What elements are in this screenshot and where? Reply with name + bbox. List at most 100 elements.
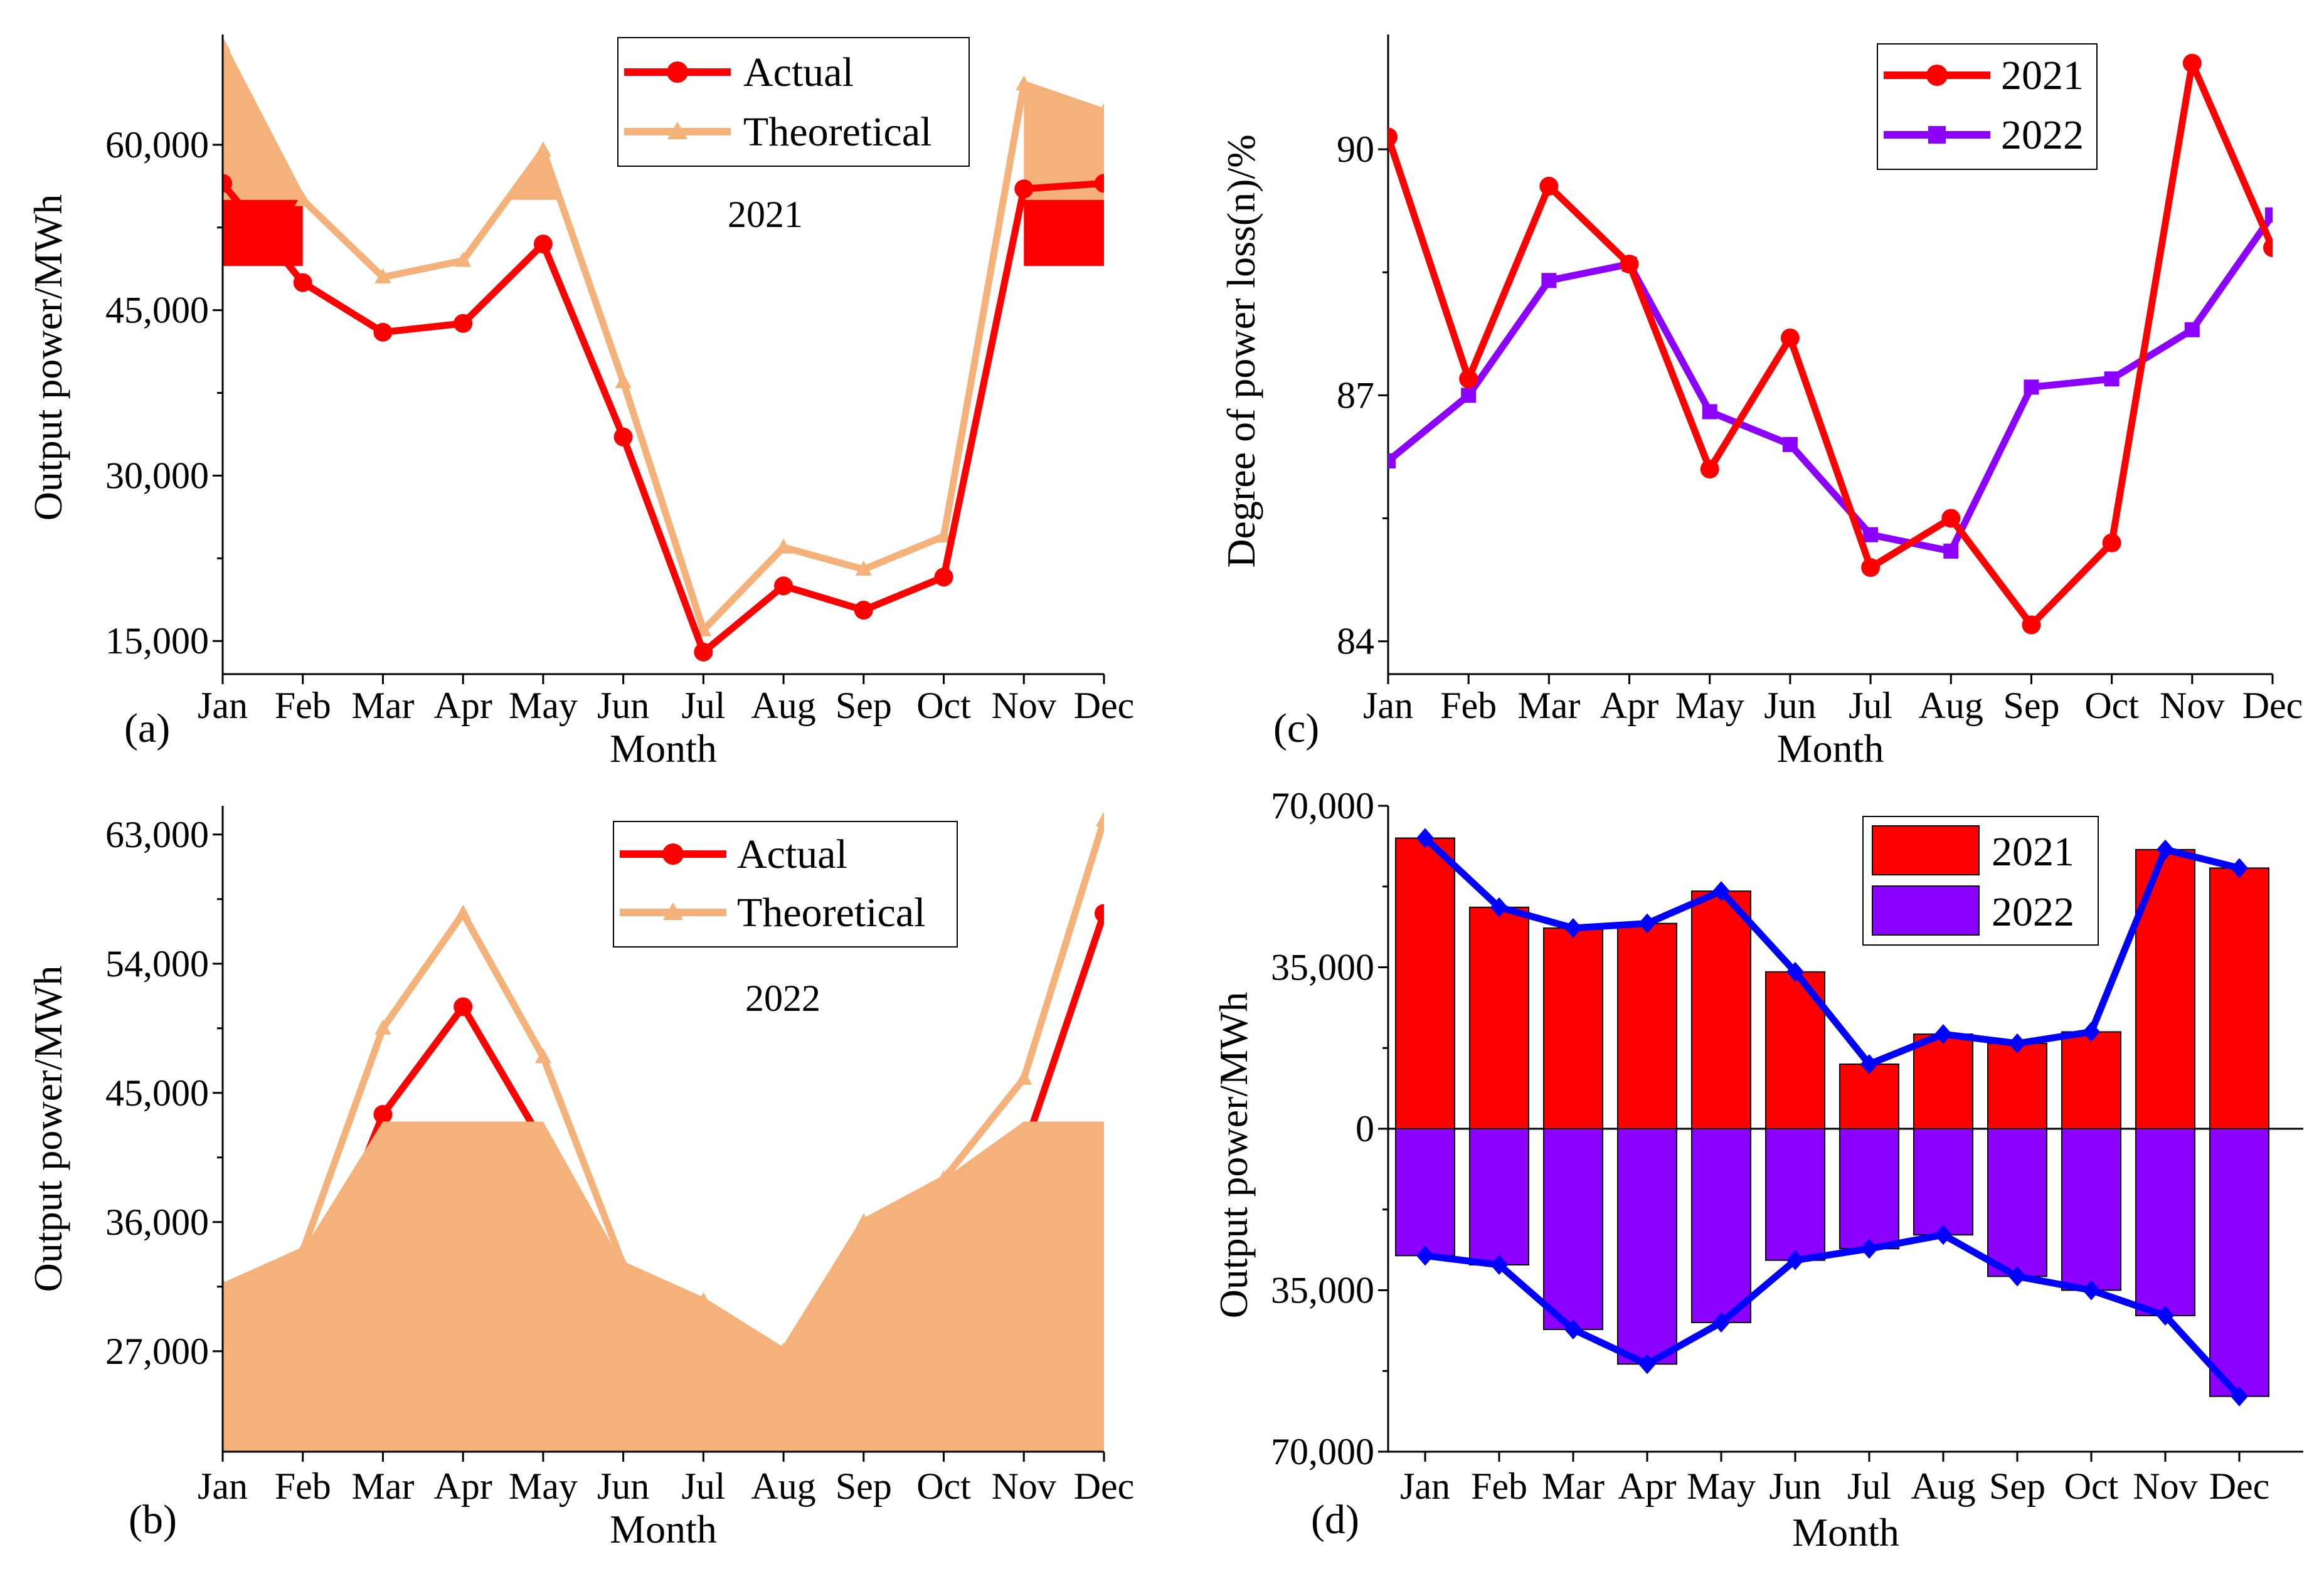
panel-a-theoretical-point-jun xyxy=(615,372,632,388)
panel-a-label: (a) xyxy=(124,705,170,751)
panel-d-bar-2022-feb xyxy=(1469,1128,1529,1266)
panel-d-x-tick-label-jul: Jul xyxy=(1847,1465,1891,1507)
panel-c-series-2022-line xyxy=(1388,213,2273,555)
panel-b-legend-box xyxy=(613,821,958,948)
panel-c-x-tick-label-jul: Jul xyxy=(1849,685,1892,726)
panel-c-y-tick-label: 87 xyxy=(1337,374,1374,416)
panel-d-trend-2021-line xyxy=(1423,835,2241,1068)
panel-c-series-2022-point-sep xyxy=(2024,379,2039,395)
panel-b-year-annotation: 2022 xyxy=(745,978,820,1019)
panel-d-bar-2021-feb xyxy=(1469,906,1529,1130)
panel-d-trend-2021-point-nov xyxy=(2157,839,2174,860)
panel-a-x-tick-label-sep: Sep xyxy=(836,685,892,726)
panel-c-x-tick-label-dec: Dec xyxy=(2242,685,2303,726)
panel-c-x-tick-label-nov: Nov xyxy=(2160,685,2224,726)
panel-c-x-tick-label-apr: Apr xyxy=(1600,685,1658,726)
panel-d-trend-2022-line xyxy=(1425,1231,2242,1399)
panel-a-theoretical-line xyxy=(223,44,1104,634)
panel-c-series-2021-point-mar xyxy=(1539,176,1559,196)
panel-b-x-tick-label-dec: Dec xyxy=(1074,1465,1135,1507)
panel-d-x-tick-label-feb: Feb xyxy=(1471,1465,1527,1507)
panel-b-x-tick-label-may: May xyxy=(509,1465,578,1507)
panel-b-y-tick-label: 63,000 xyxy=(105,814,209,855)
panel-b-theoretical-point-apr xyxy=(455,904,472,920)
panel-d-x-tick-label-oct: Oct xyxy=(2064,1465,2119,1507)
panel-b-y-tick-label: 54,000 xyxy=(105,943,209,985)
panel-b-legend-actual-marker xyxy=(662,843,684,865)
panel-b-legend-theoretical-label: Theoretical xyxy=(737,890,925,936)
panel-d-y-axis-title: Output power/MWh xyxy=(1211,992,1256,1319)
panel-d-bar-2022-dec xyxy=(2209,1128,2269,1397)
panel-a-actual-point-mar xyxy=(373,322,393,342)
panel-c-series-2021-point-aug xyxy=(1941,509,1961,528)
panel-a-actual-point-jul xyxy=(694,642,713,662)
panel-d-y-tick-label: 0 xyxy=(1356,1108,1374,1149)
panel-c-series-2021-point-feb xyxy=(1459,369,1478,389)
panel-d-trend-2022-point-nov xyxy=(2157,1305,2174,1326)
panel-a-theoretical-point-may xyxy=(534,141,551,157)
panel-d-trend-2021-point-may xyxy=(1712,881,1730,902)
panel-d-legend: 2021 2022 xyxy=(1862,816,2099,946)
panel-a-x-tick-label-dec: Dec xyxy=(1074,685,1135,726)
panel-b-x-tick-label-jul: Jul xyxy=(681,1465,725,1507)
panel-a-legend: Actual Theoretical xyxy=(617,37,970,167)
panel-a-y-tick-label: 30,000 xyxy=(105,455,209,496)
panel-a-y-tick-label: 60,000 xyxy=(105,124,209,166)
panel-c-legend-2021-marker xyxy=(1926,65,1948,86)
panel-d-trend-2022-point-may xyxy=(1712,1312,1730,1333)
panel-c-series-2022-point-dec xyxy=(2265,207,2273,223)
panel-d-x-tick-label-jan: Jan xyxy=(1400,1465,1450,1507)
panel-b-theoretical-point-dec xyxy=(1096,811,1104,826)
panel-d-legend-2022-swatch xyxy=(1872,885,1980,936)
panel-c-plot-area xyxy=(1388,53,2273,635)
panel-c-series-2022-point-feb xyxy=(1461,388,1477,403)
panel-a-theoretical-point-oct xyxy=(935,527,952,543)
panel-d-trend-2021-point-feb xyxy=(1490,897,1508,917)
panel-c-legend-2022-marker xyxy=(1928,126,1946,144)
panel-d-bar-2022-aug xyxy=(1913,1128,1973,1236)
panel-d-bar-2022-jul xyxy=(1839,1128,1899,1250)
panel-c-series-2021-line xyxy=(1388,60,2273,629)
panel-a-legend-theoretical-marker xyxy=(667,122,687,139)
panel-d-chart: (d) Output power/MWh 70,000 35,000 0 35,000… xyxy=(1211,785,2303,1555)
panel-d-x-tick-label-mar: Mar xyxy=(1542,1465,1605,1507)
panel-d-trend-2022-point-feb xyxy=(1490,1255,1508,1275)
panel-d-trend-2021-point-mar xyxy=(1564,917,1582,938)
panel-d-y-tick-label: 70,000 xyxy=(1271,1431,1374,1472)
panel-d-bar-2022-sep xyxy=(1987,1128,2047,1277)
panel-b-y-axis-title: Output power/MWh xyxy=(26,966,70,1292)
panel-a-theoretical-point-mar xyxy=(374,268,391,283)
panel-a-x-tick-label-apr: Apr xyxy=(434,685,492,726)
panel-a-x-tick-label-feb: Feb xyxy=(275,685,331,726)
panel-c-series-2022-point-nov xyxy=(2184,322,2200,337)
panel-a-legend-box xyxy=(617,37,970,167)
panel-c-series-2022-point-aug xyxy=(1943,543,1959,559)
panel-a-y-tick-label: 45,000 xyxy=(105,290,209,331)
panel-c-series-2021-point-jan xyxy=(1388,127,1398,147)
panel-d-trend-2022-point-jan xyxy=(1416,1245,1434,1266)
panel-a-x-tick-label-nov: Nov xyxy=(992,685,1056,726)
panel-c-label: (c) xyxy=(1273,705,1319,751)
panel-c-x-tick-label-sep: Sep xyxy=(2003,685,2059,726)
panel-c-y-tick-label: 84 xyxy=(1337,621,1374,662)
panel-c-series-2022-point-may xyxy=(1702,404,1717,420)
panel-c-legend-2021-label: 2021 xyxy=(2001,53,2084,98)
panel-b-legend-actual-label: Actual xyxy=(737,832,847,877)
panel-a-theoretical-point-jan xyxy=(223,36,231,52)
panel-a-actual-point-feb xyxy=(293,273,312,292)
panel-a-x-tick-label-jan: Jan xyxy=(198,685,248,726)
panel-d-trend-2022-point-oct xyxy=(2083,1280,2100,1301)
panel-a-actual-point-aug xyxy=(774,576,793,596)
panel-d-bar-2021-oct xyxy=(2061,1031,2121,1129)
panel-d-trend-2021-point-aug xyxy=(1934,1024,1952,1045)
panel-d-legend-2022-label: 2022 xyxy=(1992,889,2074,935)
panel-c-legend: 2021 2022 xyxy=(1877,43,2098,170)
panel-d-bar-2021-sep xyxy=(1987,1042,2047,1129)
panel-c-x-tick-label-aug: Aug xyxy=(1919,685,1983,726)
panel-d-bar-2021-jan xyxy=(1395,837,1455,1129)
panel-d-bar-2022-jan xyxy=(1395,1128,1455,1257)
panel-d-x-tick-label-may: May xyxy=(1687,1465,1756,1507)
panel-d-x-tick-label-nov: Nov xyxy=(2133,1465,2197,1507)
panel-d-x-tick-label-aug: Aug xyxy=(1911,1465,1975,1507)
